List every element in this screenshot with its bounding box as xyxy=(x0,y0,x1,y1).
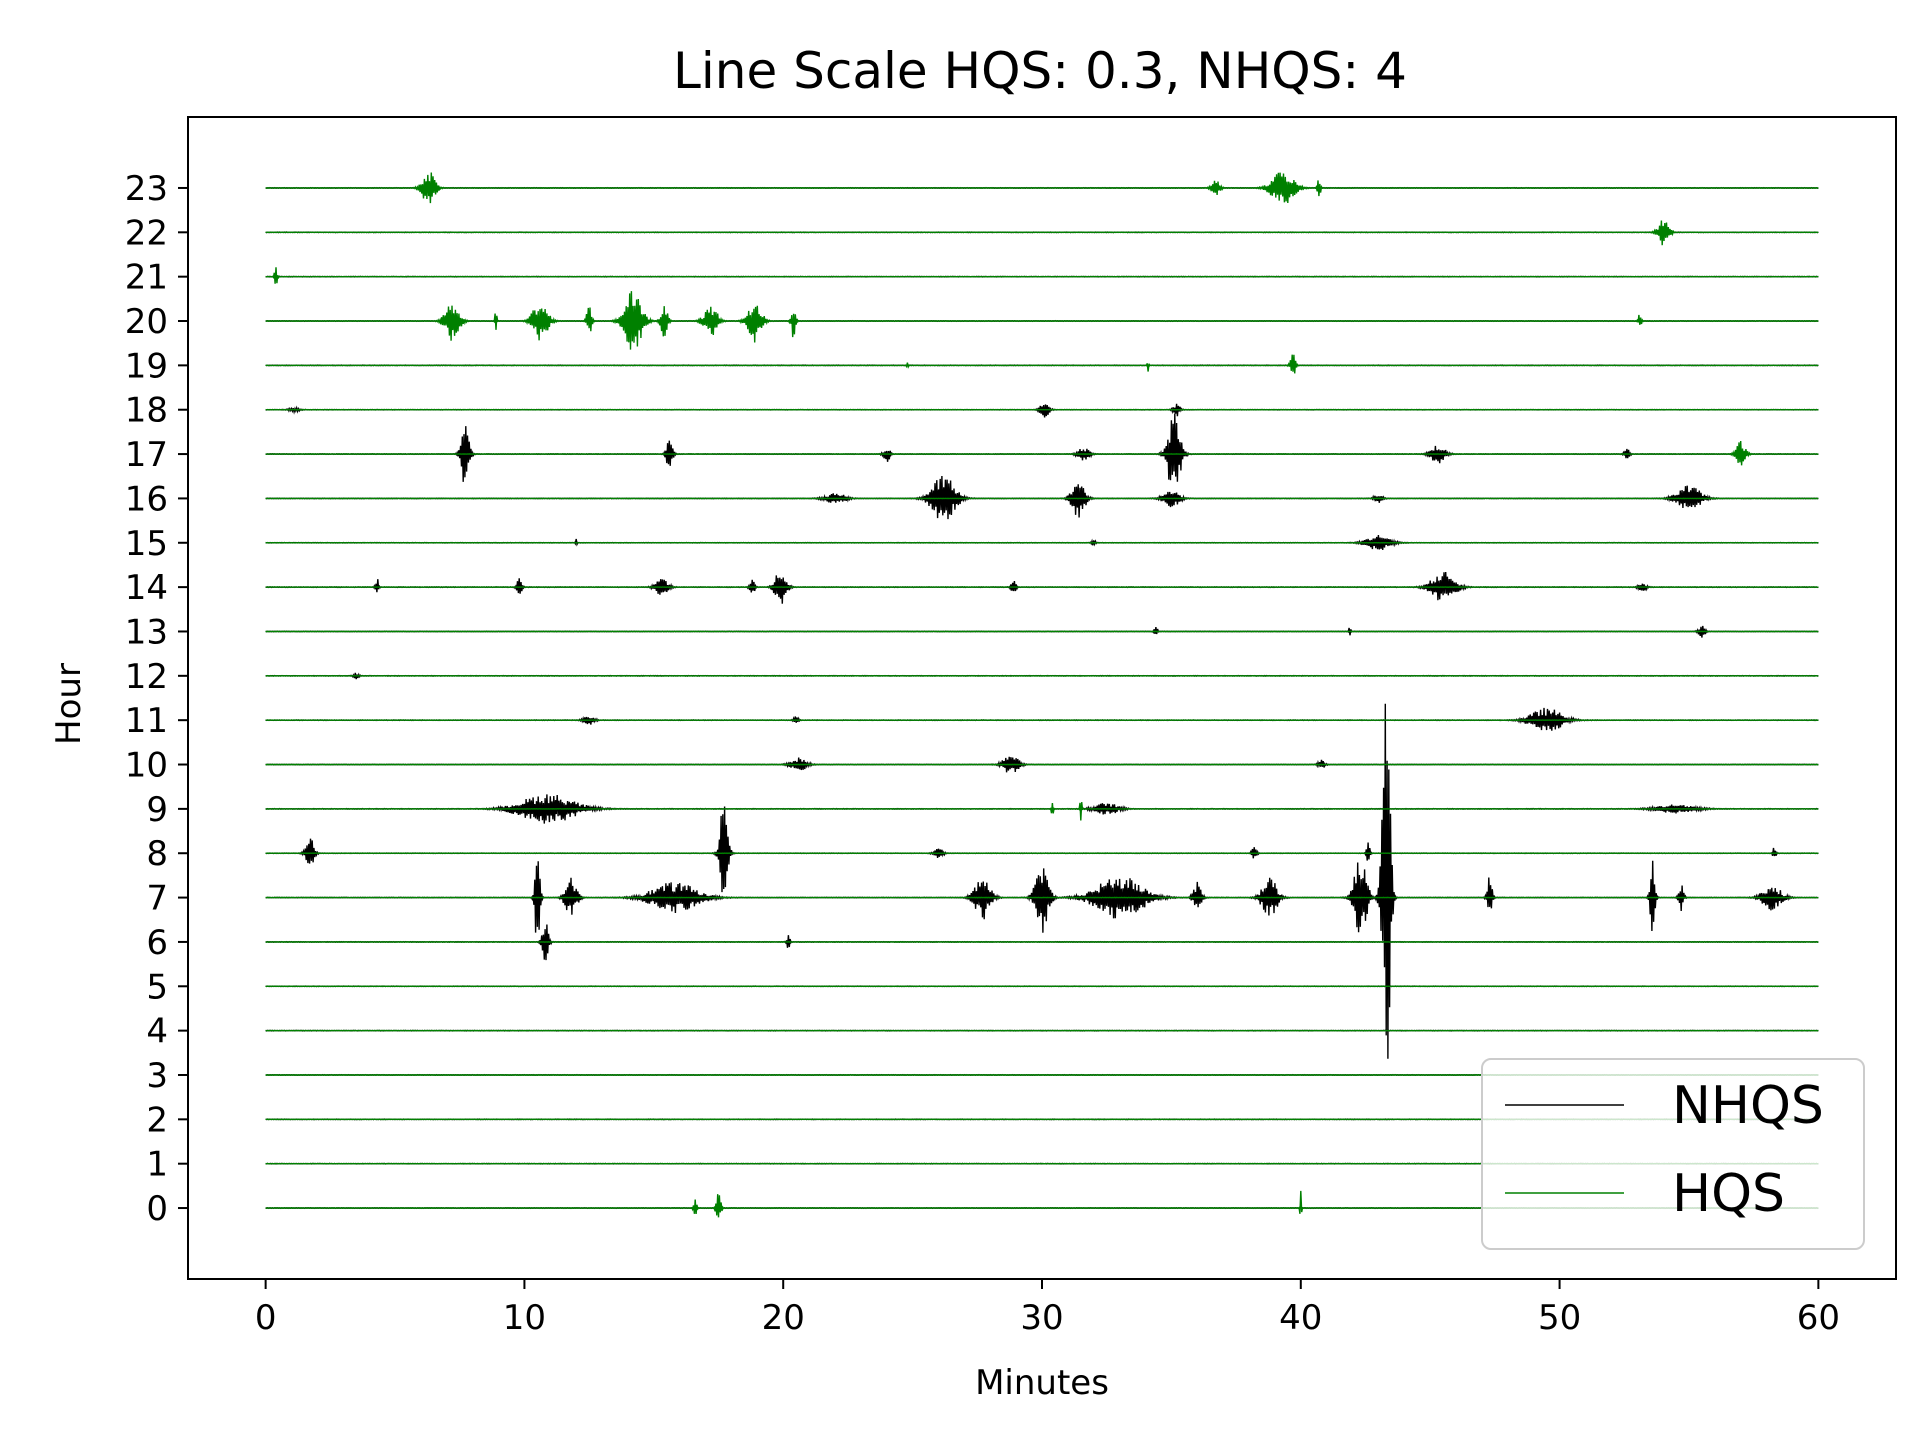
chart-title: Line Scale HQS: 0.3, NHQS: 4 xyxy=(673,42,1407,100)
hqs-trace-hour-22 xyxy=(265,220,1819,246)
y-tick-label: 16 xyxy=(125,479,168,519)
y-tick-label: 2 xyxy=(146,1100,168,1140)
y-tick-label: 19 xyxy=(125,346,168,386)
y-tick-label: 17 xyxy=(125,435,168,475)
y-tick-label: 20 xyxy=(125,302,168,342)
hqs-trace-hour-23 xyxy=(265,172,1819,204)
x-tick-label: 0 xyxy=(255,1298,277,1338)
y-tick-label: 5 xyxy=(146,967,168,1007)
hqs-trace-hour-21 xyxy=(265,267,1819,284)
y-tick-label: 15 xyxy=(125,524,168,564)
y-tick-label: 0 xyxy=(146,1189,168,1229)
y-tick-label: 22 xyxy=(125,213,168,253)
y-tick-label: 10 xyxy=(125,746,168,786)
y-tick-label: 14 xyxy=(125,568,168,608)
x-tick-label: 20 xyxy=(762,1298,805,1338)
x-tick-label: 40 xyxy=(1279,1298,1322,1338)
y-tick-label: 4 xyxy=(146,1012,168,1052)
legend-hqs-label: HQS xyxy=(1672,1164,1785,1224)
y-tick-label: 3 xyxy=(146,1056,168,1096)
y-tick-label: 8 xyxy=(146,834,168,874)
hqs-trace-hour-19 xyxy=(265,354,1819,374)
x-axis-label: Minutes xyxy=(975,1363,1109,1403)
trace-layer xyxy=(265,172,1819,1218)
hqs-trace-hour-20 xyxy=(265,291,1819,350)
hqs-trace-hour-17 xyxy=(265,440,1819,466)
y-tick-label: 21 xyxy=(125,258,168,298)
y-tick-label: 18 xyxy=(125,391,168,431)
x-tick-label: 10 xyxy=(503,1298,546,1338)
y-tick-label: 11 xyxy=(125,701,168,741)
x-tick-label: 60 xyxy=(1797,1298,1840,1338)
y-tick-label: 6 xyxy=(146,923,168,963)
legend-box xyxy=(1481,1058,1865,1250)
legend-nhqs-label: NHQS xyxy=(1672,1076,1824,1136)
x-tick-label: 30 xyxy=(1020,1298,1063,1338)
x-tick-label: 50 xyxy=(1538,1298,1581,1338)
y-tick-label: 1 xyxy=(146,1145,168,1185)
hqs-trace-hour-9 xyxy=(265,802,1819,821)
y-tick-label: 23 xyxy=(125,169,168,209)
y-axis-label: Hour xyxy=(49,663,89,745)
legend: NHQS HQS xyxy=(1481,1058,1865,1250)
y-tick-label: 12 xyxy=(125,657,168,697)
x-axis-ticks: 0 10 20 30 40 50 60 xyxy=(255,1279,1840,1338)
y-tick-label: 13 xyxy=(125,612,168,652)
y-tick-label: 7 xyxy=(146,879,168,919)
y-tick-label: 9 xyxy=(146,790,168,830)
